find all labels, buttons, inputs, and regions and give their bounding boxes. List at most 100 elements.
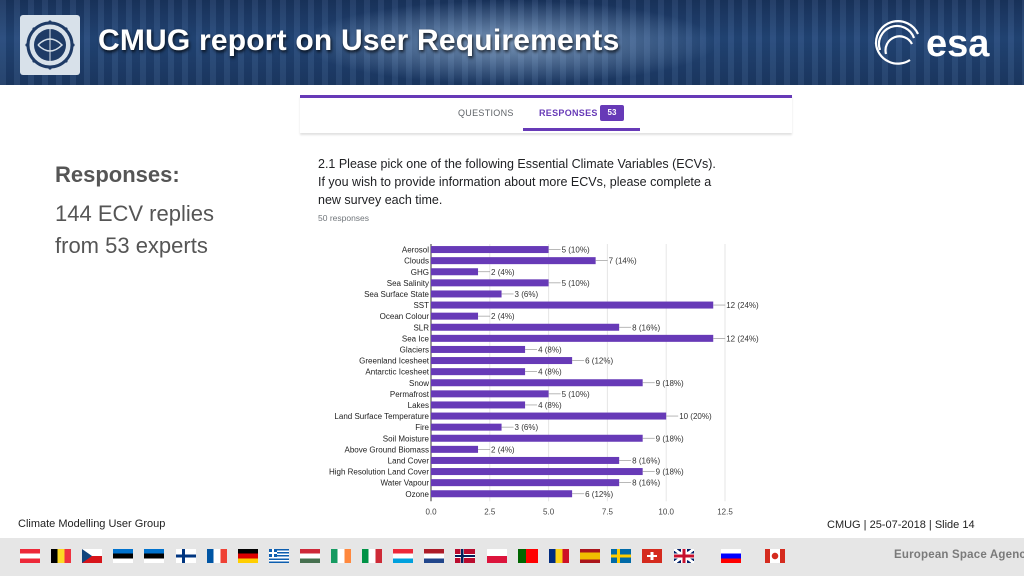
flag-sweden-icon bbox=[611, 549, 631, 563]
category-label: SST bbox=[413, 301, 429, 310]
tab-responses[interactable]: RESPONSES bbox=[539, 108, 598, 118]
flag-ireland-icon bbox=[331, 549, 351, 563]
bar bbox=[431, 445, 479, 453]
x-tick-label: 7.5 bbox=[602, 507, 614, 515]
question-line-1: 2.1 Please pick one of the following Ess… bbox=[318, 157, 716, 171]
category-label: Glaciers bbox=[400, 345, 429, 354]
data-label: 5 (10%) bbox=[562, 279, 590, 288]
bar bbox=[431, 290, 502, 298]
flag-portugal-icon bbox=[518, 549, 538, 563]
data-label: 8 (16%) bbox=[632, 323, 660, 332]
ecv-replies-text: 144 ECV replies bbox=[55, 201, 214, 226]
bar bbox=[431, 357, 573, 365]
category-label: Aerosol bbox=[402, 246, 429, 255]
category-label: Lakes bbox=[408, 401, 429, 410]
flag-spain-icon bbox=[580, 549, 600, 563]
header-banner: CMUG report on User Requirements esa bbox=[0, 0, 1024, 85]
data-label: 12 (24%) bbox=[726, 301, 759, 310]
category-label: Ozone bbox=[405, 490, 429, 499]
data-label: 5 (10%) bbox=[562, 390, 590, 399]
flag-luxembourg-icon bbox=[393, 549, 413, 563]
bar bbox=[431, 412, 667, 420]
category-label: Greenland Icesheet bbox=[359, 357, 430, 366]
data-label: 12 (24%) bbox=[726, 334, 759, 343]
category-label: Ocean Colour bbox=[380, 312, 430, 321]
data-label: 10 (20%) bbox=[679, 412, 712, 421]
esa-swirl-icon bbox=[874, 20, 920, 65]
data-label: 4 (8%) bbox=[538, 401, 562, 410]
category-label: Antarctic Icesheet bbox=[365, 368, 429, 377]
flag-netherlands-icon bbox=[424, 549, 444, 563]
header-background-light bbox=[300, 0, 720, 85]
bar bbox=[431, 468, 643, 476]
esa-logo-text: esa bbox=[926, 23, 990, 65]
category-label: Soil Moisture bbox=[383, 434, 430, 443]
bar bbox=[431, 456, 620, 464]
data-label: 6 (12%) bbox=[585, 357, 613, 366]
x-tick-label: 2.5 bbox=[484, 507, 496, 515]
esa-agency-name: European Space Agency bbox=[894, 549, 1024, 561]
footer-slide-info: CMUG | 25-07-2018 | Slide 14 bbox=[827, 519, 975, 531]
data-label: 5 (10%) bbox=[562, 246, 590, 255]
ecv-bar-chart: 0.0 2.5 5.0 7.5 10.0 12.5 Aerosol 5 (10%) Clouds… bbox=[329, 244, 759, 515]
response-count-text: 50 responses bbox=[318, 213, 370, 223]
data-label: 9 (18%) bbox=[656, 379, 684, 388]
bar bbox=[431, 257, 596, 265]
bar bbox=[431, 345, 526, 353]
category-label: Sea Surface State bbox=[364, 290, 429, 299]
flag-finland-icon bbox=[176, 549, 196, 563]
bar bbox=[431, 268, 479, 276]
flag-austria-icon bbox=[20, 549, 40, 563]
flag-italy-icon bbox=[362, 549, 382, 563]
experts-text: from 53 experts bbox=[55, 233, 208, 258]
tab-questions[interactable]: QUESTIONS bbox=[458, 108, 514, 118]
flag-poland-icon bbox=[487, 549, 507, 563]
category-label: Clouds bbox=[404, 257, 429, 266]
bar bbox=[431, 323, 620, 331]
responses-count-badge: 53 bbox=[600, 105, 624, 121]
category-label: Land Surface Temperature bbox=[334, 412, 429, 421]
data-label: 2 (4%) bbox=[491, 312, 515, 321]
data-label: 9 (18%) bbox=[656, 468, 684, 477]
category-label: Permafrost bbox=[390, 390, 430, 399]
category-label: Land Cover bbox=[388, 456, 430, 465]
flag-germany-icon bbox=[238, 549, 258, 563]
member-flags-bar: European Space Agency bbox=[0, 538, 1024, 576]
data-label: 4 (8%) bbox=[538, 368, 562, 377]
data-label: 4 (8%) bbox=[538, 345, 562, 354]
flag-belgium-icon bbox=[51, 549, 71, 563]
x-tick-label: 5.0 bbox=[543, 507, 555, 515]
data-label: 9 (18%) bbox=[656, 434, 684, 443]
cci-logo bbox=[20, 15, 80, 75]
question-line-3: new survey each time. bbox=[318, 193, 443, 207]
data-label: 8 (16%) bbox=[632, 479, 660, 488]
footer-group-name: Climate Modelling User Group bbox=[18, 518, 166, 530]
bar bbox=[431, 379, 643, 387]
responses-heading: Responses: bbox=[55, 162, 180, 187]
flag-estonia-icon bbox=[113, 549, 133, 563]
x-tick-label: 10.0 bbox=[658, 507, 674, 515]
data-label: 2 (4%) bbox=[491, 268, 515, 277]
flag-canada-icon bbox=[765, 549, 785, 563]
flag-switzerland-icon bbox=[642, 549, 662, 563]
bar bbox=[431, 479, 620, 487]
category-label: Water Vapour bbox=[381, 479, 430, 488]
bar bbox=[431, 312, 479, 320]
bar bbox=[431, 368, 526, 376]
bar bbox=[431, 301, 714, 309]
data-label: 8 (16%) bbox=[632, 456, 660, 465]
flag-canton bbox=[269, 549, 277, 557]
cci-globe-icon bbox=[25, 20, 75, 70]
x-tick-label: 0.0 bbox=[425, 507, 437, 515]
bar bbox=[431, 390, 549, 398]
data-label: 2 (4%) bbox=[491, 445, 515, 454]
flag-slovenia-icon bbox=[721, 549, 741, 563]
data-label: 3 (6%) bbox=[515, 290, 539, 299]
flag-romania-icon bbox=[549, 549, 569, 563]
active-tab-indicator bbox=[523, 128, 640, 131]
slide-title: CMUG report on User Requirements bbox=[98, 24, 620, 57]
question-line-2: If you wish to provide information about… bbox=[318, 175, 712, 189]
bar bbox=[431, 434, 643, 442]
category-label: High Resolution Land Cover bbox=[329, 468, 429, 477]
esa-logo: esa bbox=[870, 14, 1010, 75]
